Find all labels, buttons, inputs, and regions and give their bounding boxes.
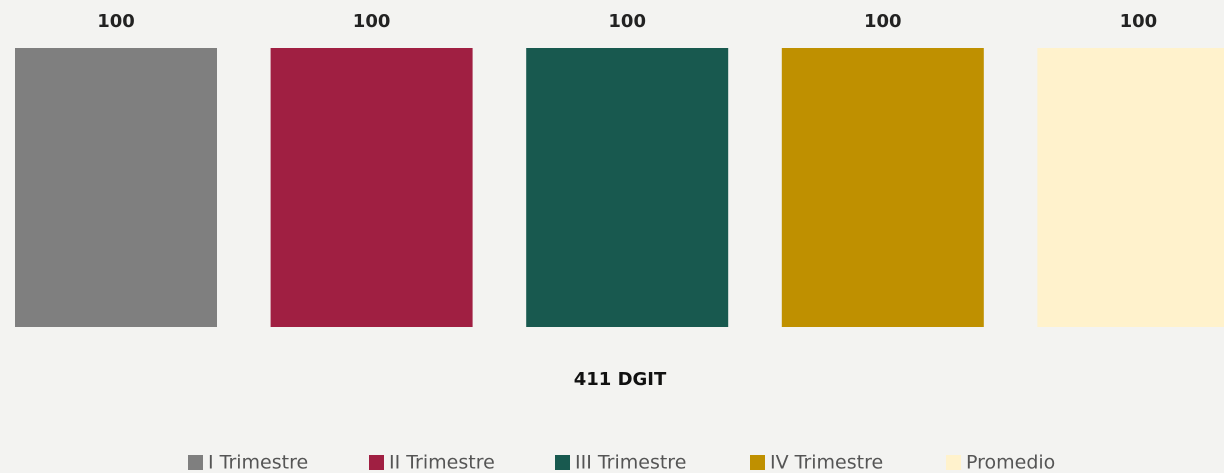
bar <box>270 48 473 327</box>
legend-swatch <box>555 455 570 470</box>
legend-label: III Trimestre <box>575 452 686 473</box>
bar <box>15 48 217 327</box>
legend-label: II Trimestre <box>389 452 495 473</box>
legend-swatch <box>750 455 765 470</box>
legend-label: Promedio <box>966 452 1055 473</box>
legend-swatch <box>946 455 961 470</box>
data-label: 100 <box>97 11 135 32</box>
data-label: 100 <box>353 11 391 32</box>
bar <box>781 48 984 327</box>
data-label: 100 <box>864 11 902 32</box>
legend-swatch <box>188 455 203 470</box>
data-label: 100 <box>608 11 646 32</box>
legend-swatch <box>369 455 384 470</box>
legend-label: IV Trimestre <box>770 452 883 473</box>
x-tick-label: 411 DGIT <box>574 369 667 390</box>
legend-label: I Trimestre <box>208 452 308 473</box>
data-label: 100 <box>1120 11 1158 32</box>
bar <box>1037 48 1224 327</box>
bar <box>526 48 729 327</box>
